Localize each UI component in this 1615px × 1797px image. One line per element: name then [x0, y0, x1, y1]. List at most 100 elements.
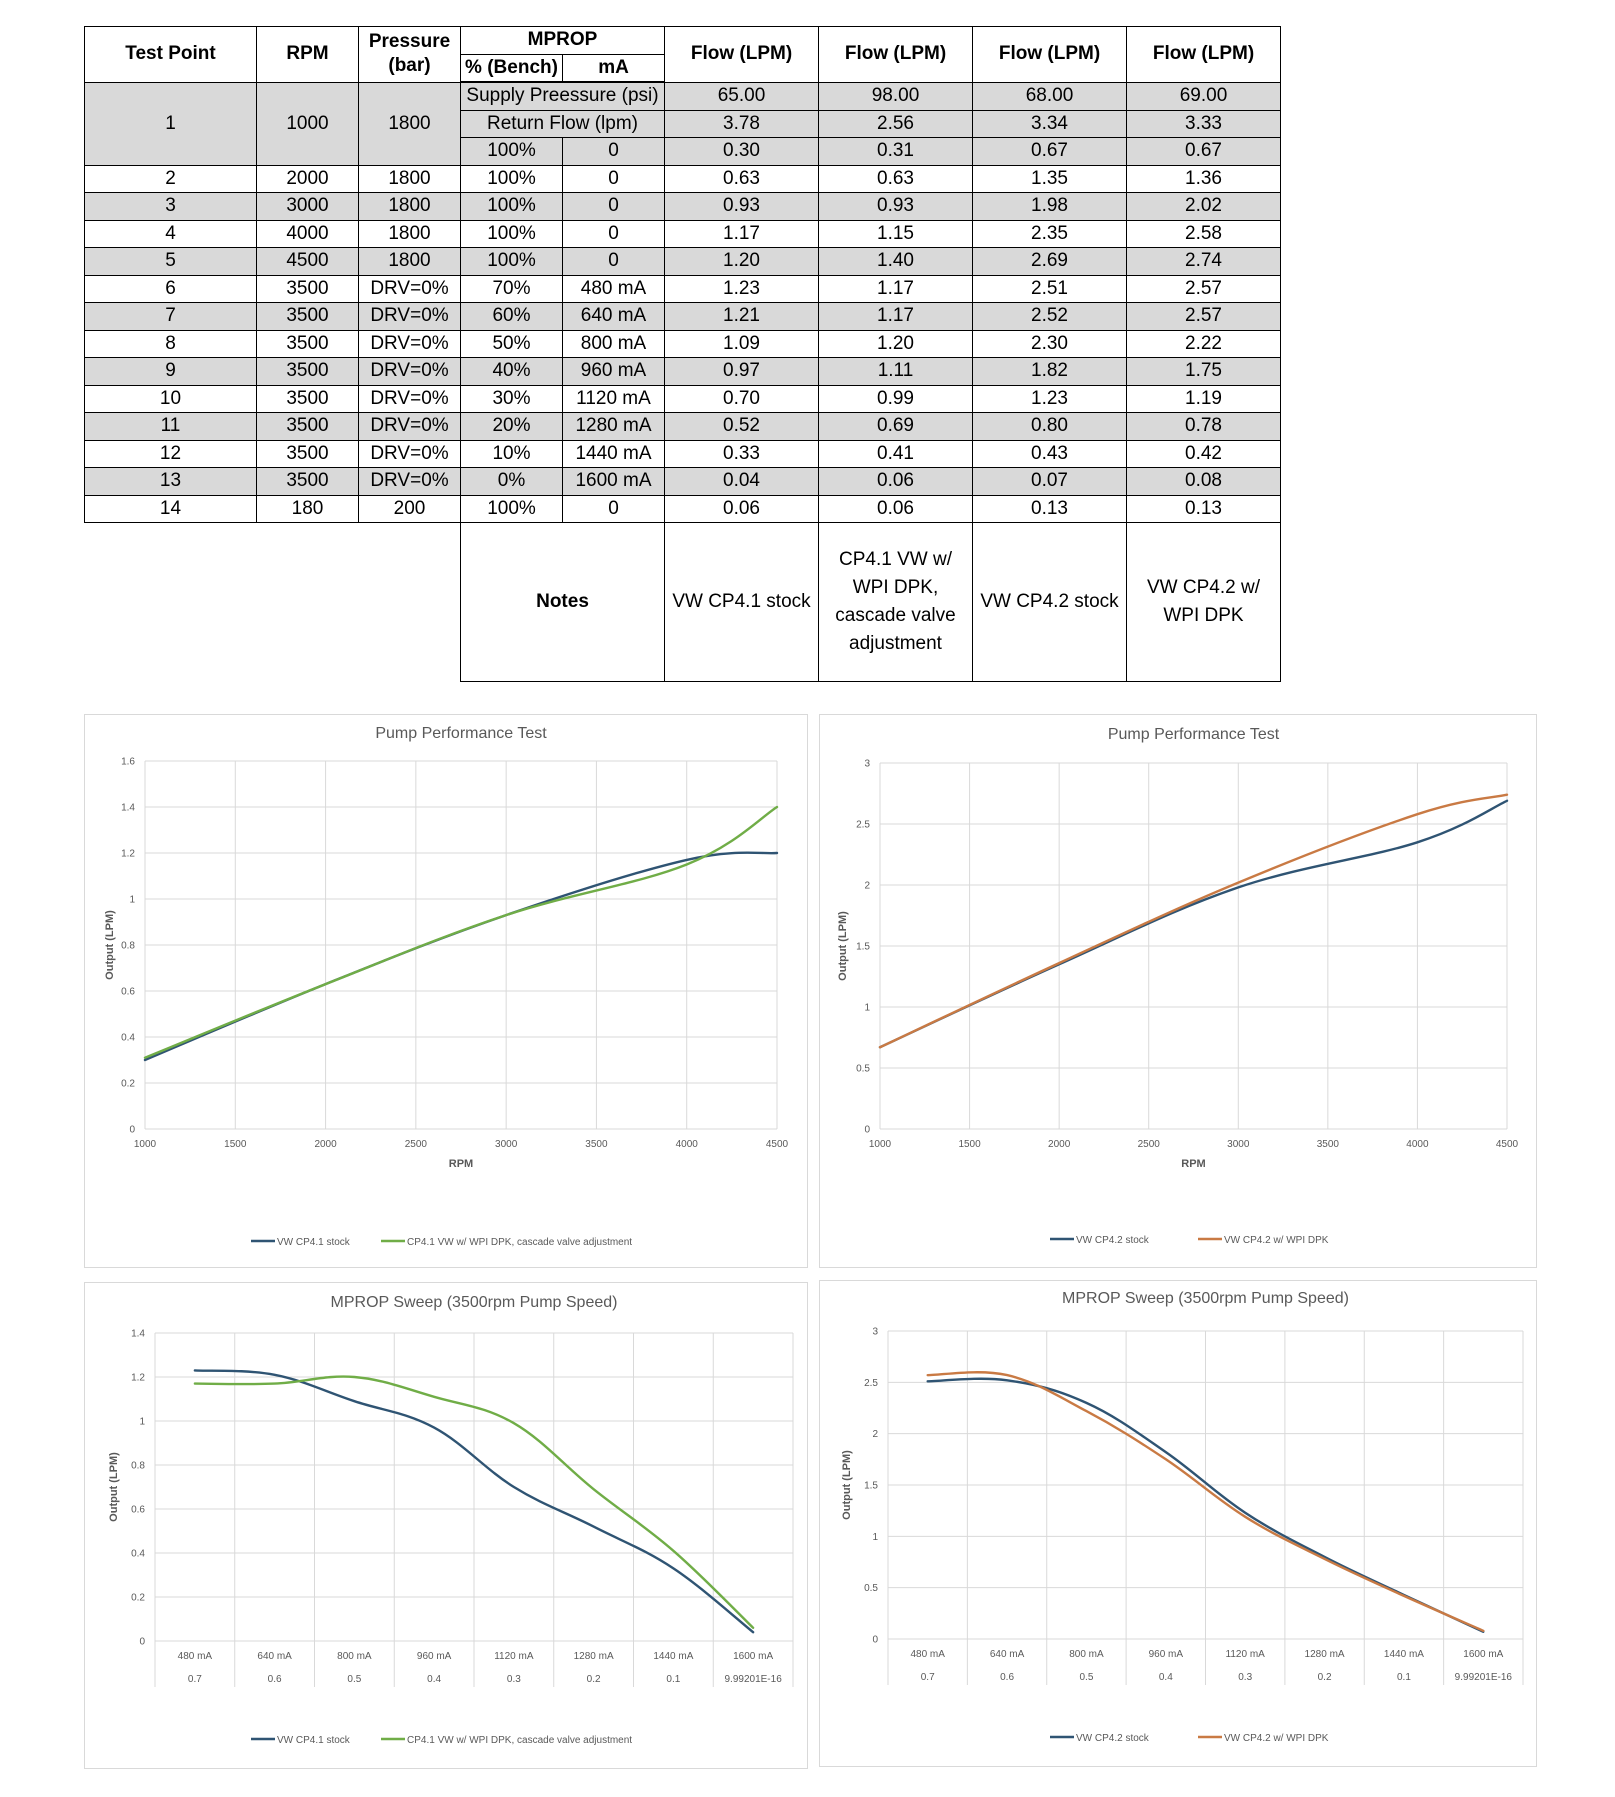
cell-pct-bench: 30% — [460, 384, 563, 413]
legend-label: VW CP4.2 w/ WPI DPK — [1224, 1733, 1329, 1744]
header-flow-4: Flow (LPM) — [1126, 26, 1281, 83]
y-tick-label: 0.2 — [121, 1079, 135, 1090]
cell-pct-bench: 100% — [460, 192, 563, 221]
notes-label: Notes — [460, 522, 665, 682]
cell-pct-bench: 70% — [460, 274, 563, 303]
cell-flow: 1.09 — [664, 329, 819, 358]
series-line-stock — [193, 1369, 755, 1634]
cell-pct-bench: 100% — [460, 164, 563, 193]
cell-flow-1: 0.67 — [972, 137, 1127, 166]
note-cell: CP4.1 VW w/ WPI DPK, cascade valve adjus… — [818, 522, 973, 682]
cell-pct-1: 100% — [460, 137, 563, 166]
cell-pressure: DRV=0% — [358, 384, 461, 413]
cell-flow: 1.23 — [664, 274, 819, 303]
cell-flow: 2.02 — [1126, 192, 1281, 221]
x-tick-label: 2000 — [1048, 1139, 1071, 1150]
chart-panel-rpm-cp42: Pump Performance Test 0 0.5 1 1.5 2 2.5 3 1000 15… — [819, 714, 1537, 1268]
y-tick-label: 2.5 — [856, 820, 870, 831]
x-tick-label: 1500 — [224, 1139, 247, 1150]
x-category-secondary-label: 0.3 — [507, 1674, 521, 1685]
cell-rpm: 3500 — [256, 302, 359, 331]
cell-flow: 0.80 — [972, 412, 1127, 441]
header-ma: mA — [562, 53, 665, 83]
header-mprop: MPROP — [460, 26, 665, 55]
cell-ma: 1440 mA — [562, 439, 665, 468]
cell-flow: 0.69 — [818, 412, 973, 441]
header-pct-bench: % (Bench) — [460, 53, 563, 83]
cell-pct-bench: 100% — [460, 247, 563, 276]
cell-rpm: 3500 — [256, 384, 359, 413]
cell-flow: 0.63 — [664, 164, 819, 193]
chart-panel-mprop-cp42: MPROP Sweep (3500rpm Pump Speed) 0 0.5 1 1.5… — [819, 1280, 1537, 1767]
x-category-label: 640 mA — [990, 1649, 1025, 1660]
cell-ma: 0 — [562, 494, 665, 523]
x-category-label: 480 mA — [178, 1651, 213, 1662]
cell-pressure: DRV=0% — [358, 467, 461, 496]
cell-pressure: 1800 — [358, 164, 461, 193]
x-tick-label: 4000 — [1406, 1139, 1429, 1150]
x-category-label: 1600 mA — [733, 1651, 773, 1662]
y-tick-label: 1.2 — [131, 1373, 145, 1384]
cell-pct-bench: 100% — [460, 494, 563, 523]
x-category-secondary-label: 0.4 — [427, 1674, 441, 1685]
cell-test-point: 11 — [84, 412, 257, 441]
x-tick-label: 1000 — [869, 1139, 892, 1150]
x-tick-label: 3500 — [1317, 1139, 1340, 1150]
cell-rpm: 3500 — [256, 412, 359, 441]
x-tick-label: 3000 — [495, 1139, 518, 1150]
cell-flow-1: 0.31 — [818, 137, 973, 166]
cell-ma: 0 — [562, 247, 665, 276]
cell-pressure-1: 1800 — [358, 81, 461, 166]
cell-flow: 1.15 — [818, 219, 973, 248]
supply-pressure-value: 65.00 — [664, 81, 819, 111]
cell-rpm: 3500 — [256, 439, 359, 468]
x-category-label: 1280 mA — [574, 1651, 614, 1662]
x-category-label: 640 mA — [257, 1651, 292, 1662]
cell-rpm: 3000 — [256, 192, 359, 221]
x-category-label: 480 mA — [910, 1649, 945, 1660]
legend-label: VW CP4.2 stock — [1076, 1235, 1150, 1246]
chart-title: MPROP Sweep (3500rpm Pump Speed) — [1062, 1290, 1349, 1307]
cell-test-point: 12 — [84, 439, 257, 468]
y-tick-label: 1 — [864, 1003, 870, 1014]
supply-pressure-label: Supply Preessure (psi) — [460, 81, 665, 111]
x-tick-label: 2500 — [1138, 1139, 1161, 1150]
legend-label: CP4.1 VW w/ WPI DPK, cascade valve adjus… — [407, 1237, 632, 1248]
y-tick-label: 2 — [864, 881, 870, 892]
chart-rpm-cp42: Pump Performance Test 0 0.5 1 1.5 2 2.5 3 1000 15… — [837, 726, 1519, 1246]
cell-test-point: 2 — [84, 164, 257, 193]
x-category-label: 960 mA — [417, 1651, 452, 1662]
y-tick-label: 0.6 — [131, 1505, 145, 1516]
x-tick-label: 4000 — [676, 1139, 699, 1150]
cell-flow: 0.93 — [664, 192, 819, 221]
cell-pct-bench: 50% — [460, 329, 563, 358]
cell-pressure: 200 — [358, 494, 461, 523]
cell-flow: 1.19 — [1126, 384, 1281, 413]
header-flow-3: Flow (LPM) — [972, 26, 1127, 83]
x-tick-label: 1000 — [134, 1139, 157, 1150]
cell-rpm: 4000 — [256, 219, 359, 248]
series-line-stock — [143, 851, 779, 1062]
cell-ma: 640 mA — [562, 302, 665, 331]
x-category-secondary-label: 0.2 — [587, 1674, 601, 1685]
cell-test-point-1: 1 — [84, 81, 257, 166]
return-flow-value: 3.33 — [1126, 109, 1281, 138]
cell-flow: 0.06 — [664, 494, 819, 523]
cell-ma: 0 — [562, 164, 665, 193]
supply-pressure-value: 68.00 — [972, 81, 1127, 111]
y-axis-label: Output (LPM) — [837, 911, 849, 981]
y-axis-label: Output (LPM) — [108, 1452, 120, 1522]
y-axis-label: Output (LPM) — [104, 910, 116, 980]
cell-flow: 0.93 — [818, 192, 973, 221]
x-tick-label: 2000 — [314, 1139, 337, 1150]
note-cell: VW CP4.1 stock — [664, 522, 819, 682]
cell-flow: 1.17 — [664, 219, 819, 248]
cell-test-point: 13 — [84, 467, 257, 496]
cell-ma: 1120 mA — [562, 384, 665, 413]
cell-flow: 1.23 — [972, 384, 1127, 413]
x-tick-label: 3500 — [585, 1139, 608, 1150]
y-tick-label: 1.2 — [121, 849, 135, 860]
cell-ma-1: 0 — [562, 137, 665, 166]
cell-pct-bench: 10% — [460, 439, 563, 468]
cell-rpm: 3500 — [256, 357, 359, 386]
